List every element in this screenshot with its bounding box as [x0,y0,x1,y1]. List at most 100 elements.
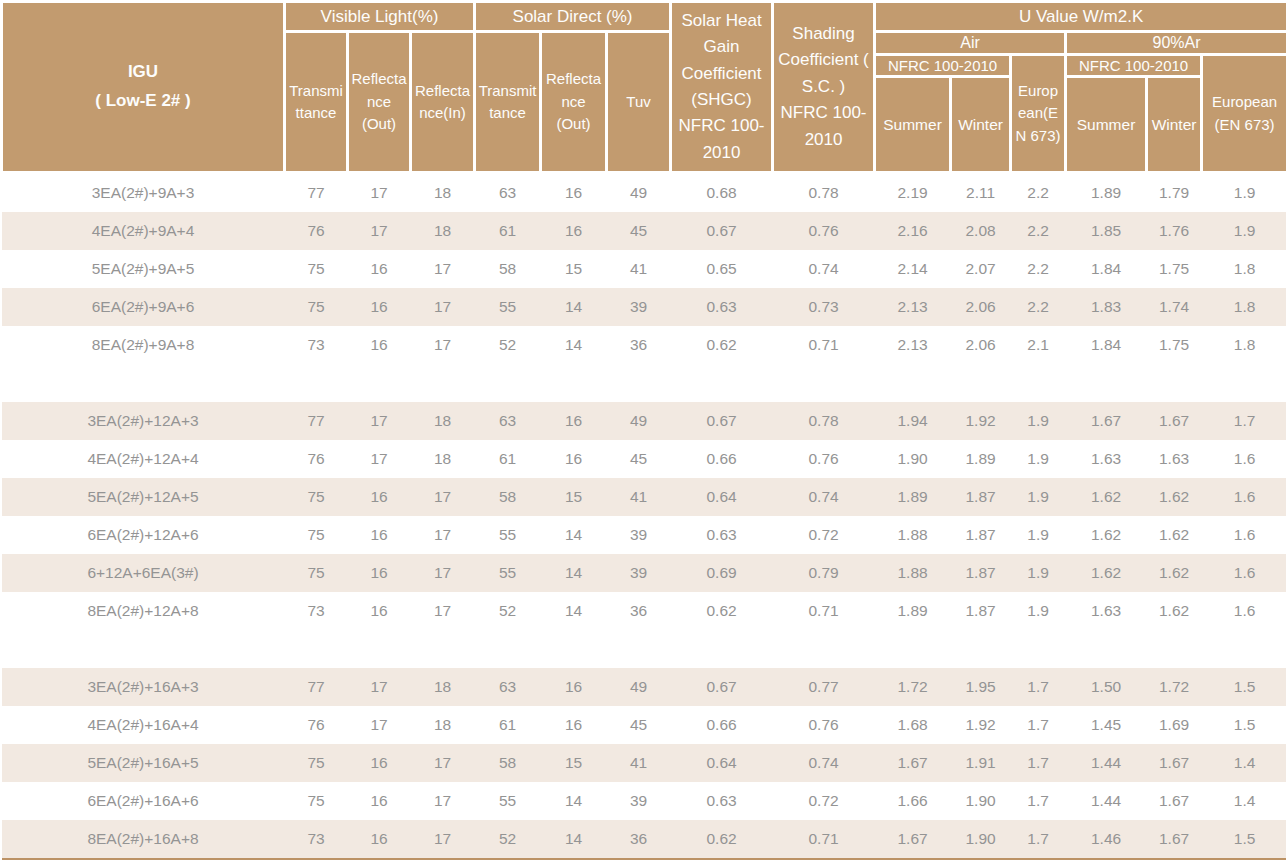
value-cell: 1.62 [1147,592,1202,630]
value-cell: 2.08 [951,212,1011,250]
argon-group-header: 90%Ar [1066,32,1286,55]
value-cell: 0.79 [773,554,875,592]
value-cell: 0.74 [773,478,875,516]
value-cell: 0.71 [773,820,875,859]
value-cell: 39 [607,782,671,820]
value-cell: 63 [475,668,541,706]
value-cell: 49 [607,668,671,706]
row-label: 8EA(2#)+12A+8 [2,592,285,630]
value-cell: 49 [607,402,671,440]
value-cell: 17 [411,326,475,364]
value-cell: 55 [475,782,541,820]
value-cell: 2.2 [1011,212,1066,250]
value-cell: 0.71 [773,326,875,364]
european-header-air: European(EN 673) [1011,55,1066,173]
value-cell: 1.84 [1066,326,1147,364]
blank-spacer-cell [2,630,1286,668]
value-cell: 61 [475,440,541,478]
value-cell: 14 [541,554,607,592]
value-cell: 16 [348,250,411,288]
value-cell: 1.66 [875,782,951,820]
value-cell: 1.6 [1202,592,1286,630]
table-row: 5EA(2#)+9A+57516175815410.650.742.142.07… [2,250,1286,288]
value-cell: 39 [607,288,671,326]
value-cell: 52 [475,326,541,364]
value-cell: 1.7 [1202,402,1286,440]
value-cell: 39 [607,516,671,554]
value-cell: 36 [607,820,671,859]
col-header-tuv: Tuv [607,32,671,173]
value-cell: 75 [285,554,348,592]
value-cell: 0.78 [773,402,875,440]
value-cell: 0.63 [671,288,773,326]
row-label: 6EA(2#)+9A+6 [2,288,285,326]
value-cell: 15 [541,744,607,782]
value-cell: 2.2 [1011,250,1066,288]
table-row: 6EA(2#)+12A+67516175514390.630.721.881.8… [2,516,1286,554]
value-cell: 1.72 [1147,668,1202,706]
shgc-header-cell: Solar Heat Gain Coefficient (SHGC) NFRC … [671,2,773,173]
value-cell: 76 [285,212,348,250]
table-row: 8EA(2#)+16A+87316175214360.620.711.671.9… [2,820,1286,859]
value-cell: 1.91 [951,744,1011,782]
value-cell: 1.75 [1147,326,1202,364]
value-cell: 1.75 [1147,250,1202,288]
value-cell: 1.94 [875,402,951,440]
value-cell: 1.9 [1011,440,1066,478]
value-cell: 18 [411,212,475,250]
row-label: 6EA(2#)+12A+6 [2,516,285,554]
value-cell: 17 [411,554,475,592]
value-cell: 1.8 [1202,250,1286,288]
value-cell: 17 [411,250,475,288]
col-header-sd-reflectance-out: Reflectance (Out) [541,32,607,173]
value-cell: 0.73 [773,288,875,326]
table-row: 6+12A+6EA(3#)7516175514390.690.791.881.8… [2,554,1286,592]
value-cell: 17 [348,706,411,744]
value-cell: 1.5 [1202,668,1286,706]
row-label: 3EA(2#)+16A+3 [2,668,285,706]
value-cell: 0.71 [773,592,875,630]
u-value-group-header: U Value W/m2.K [875,2,1286,32]
value-cell: 0.66 [671,440,773,478]
value-cell: 0.62 [671,820,773,859]
value-cell: 1.4 [1202,782,1286,820]
air-group-header: Air [875,32,1066,55]
table-row: 3EA(2#)+12A+37717186316490.670.781.941.9… [2,402,1286,440]
value-cell: 16 [541,706,607,744]
value-cell: 36 [607,326,671,364]
value-cell: 16 [541,402,607,440]
value-cell: 41 [607,250,671,288]
table-row: 4EA(2#)+12A+47617186116450.660.761.901.8… [2,440,1286,478]
value-cell: 0.67 [671,402,773,440]
row-label: 4EA(2#)+16A+4 [2,706,285,744]
value-cell: 1.7 [1011,744,1066,782]
value-cell: 0.76 [773,212,875,250]
row-label: 3EA(2#)+9A+3 [2,173,285,213]
value-cell: 1.67 [1147,782,1202,820]
value-cell: 1.62 [1066,478,1147,516]
value-cell: 1.88 [875,516,951,554]
value-cell: 1.88 [875,554,951,592]
value-cell: 2.06 [951,326,1011,364]
value-cell: 0.68 [671,173,773,213]
table-row: 6EA(2#)+9A+67516175514390.630.732.132.06… [2,288,1286,326]
value-cell: 1.6 [1202,516,1286,554]
header-row-groups: IGU ( Low-E 2# ) Visible Light(%) Solar … [2,2,1286,32]
value-cell: 17 [411,288,475,326]
row-label: 6EA(2#)+16A+6 [2,782,285,820]
value-cell: 1.63 [1066,440,1147,478]
value-cell: 16 [541,212,607,250]
nfrc-header-argon: NFRC 100-2010 [1066,55,1202,77]
value-cell: 76 [285,706,348,744]
value-cell: 1.67 [875,820,951,859]
row-label: 4EA(2#)+9A+4 [2,212,285,250]
value-cell: 75 [285,782,348,820]
value-cell: 17 [348,402,411,440]
value-cell: 0.62 [671,592,773,630]
value-cell: 17 [411,516,475,554]
blank-spacer-row [2,630,1286,668]
value-cell: 16 [348,478,411,516]
value-cell: 1.76 [1147,212,1202,250]
value-cell: 45 [607,212,671,250]
value-cell: 2.1 [1011,326,1066,364]
